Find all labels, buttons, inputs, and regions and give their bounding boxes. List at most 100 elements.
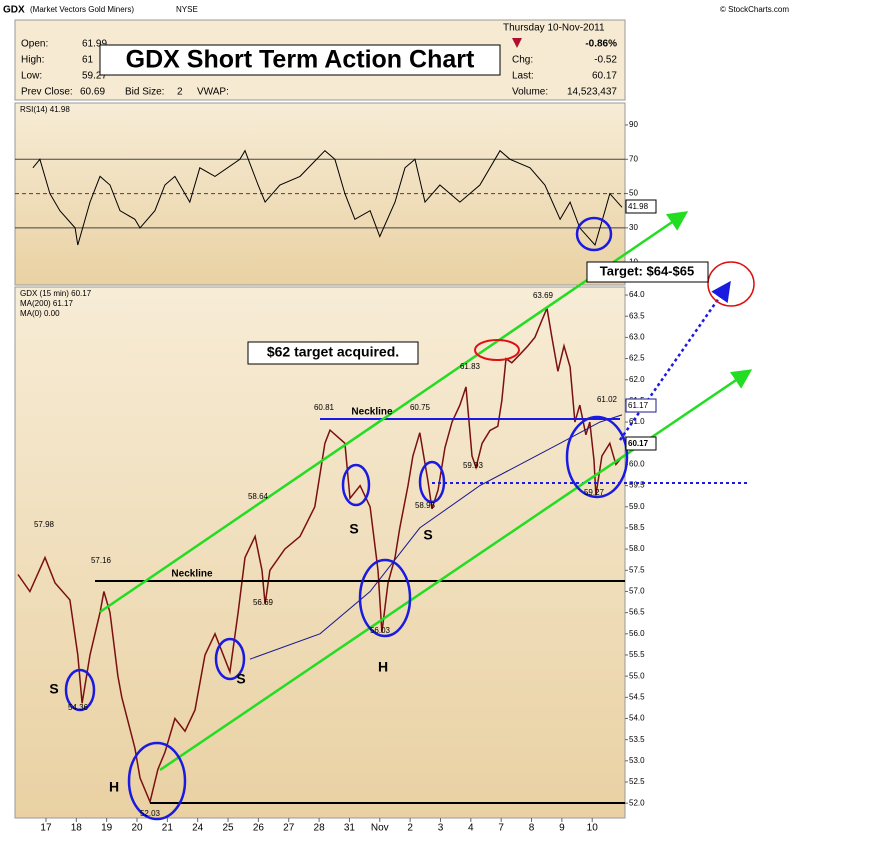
price-note: 63.69 — [533, 291, 554, 300]
source: © StockCharts.com — [720, 5, 789, 14]
change-pct: -0.86% — [585, 39, 617, 50]
y-tick-label: 57.5 — [629, 565, 645, 574]
x-tick-label: 3 — [438, 823, 444, 834]
value: 61.99 — [82, 39, 107, 50]
last-label: 41.98 — [628, 202, 649, 211]
y-tick-label: 55.0 — [629, 671, 645, 680]
value: 14,523,437 — [567, 87, 617, 98]
x-tick-label: 2 — [407, 823, 413, 834]
name: (Market Vectors Gold Miners) — [30, 5, 134, 14]
x-tick-label: 8 — [529, 823, 535, 834]
title-box — [99, 44, 501, 76]
x-tick-label: 28 — [314, 823, 326, 834]
note: $62 target acquired. — [267, 344, 399, 360]
y-tick-label: 58.0 — [629, 544, 645, 553]
circle — [358, 558, 412, 638]
exchange: NYSE — [176, 5, 198, 14]
pattern-label: S — [423, 527, 432, 543]
y-tick-label: 53.5 — [629, 735, 645, 744]
y-tick-label: 57.0 — [629, 587, 645, 596]
price-note: 59.93 — [463, 461, 484, 470]
y-tick-label: 58.5 — [629, 523, 645, 532]
circle — [214, 637, 246, 681]
plot: 17 18 19 20 21 24 25 26 27 28 31 Nov 2 3 4 7 8 9 10 52.0 52.… — [15, 120, 645, 834]
label: Last: — [512, 71, 534, 82]
x-tick-label: 26 — [253, 823, 265, 834]
pattern-label: S — [349, 521, 358, 537]
circle — [64, 668, 96, 712]
y-tick-label: 30 — [629, 223, 638, 232]
price-note: 52.03 — [140, 809, 161, 818]
pattern-label: H — [109, 779, 119, 795]
pattern-label: S — [236, 671, 245, 687]
price-note: 60.81 — [314, 403, 335, 412]
x-tick-label: 4 — [468, 823, 474, 834]
dotted-arrow — [618, 280, 731, 441]
neckline-label: Neckline — [171, 569, 213, 580]
y-tick-label: 53.0 — [629, 756, 645, 765]
label: VWAP: — [197, 87, 229, 98]
circle — [575, 216, 613, 252]
x-tick-label: 21 — [162, 823, 174, 834]
price-note: 54.36 — [68, 703, 89, 712]
last-box — [625, 436, 657, 451]
circle — [474, 339, 520, 361]
x-tick-label: 9 — [559, 823, 565, 834]
chart-title: GDX Short Term Action Chart — [126, 46, 475, 74]
neckline-label: Neckline — [351, 407, 393, 418]
pattern-label: S — [49, 681, 58, 697]
y-tick-label: 59.0 — [629, 502, 645, 511]
price-note: 57.16 — [91, 556, 112, 565]
price-note: 58.95 — [415, 501, 436, 510]
x-tick-label: 18 — [71, 823, 83, 834]
value: 60.17 — [592, 71, 617, 82]
y-tick-label: 54.5 — [629, 692, 645, 701]
y-tick-label: 54.0 — [629, 714, 645, 723]
x-tick-label: 20 — [131, 823, 143, 834]
price-note: 61.83 — [460, 362, 481, 371]
series-line — [249, 414, 623, 660]
y-tick-label: 56.5 — [629, 608, 645, 617]
x-tick-label: 17 — [40, 823, 52, 834]
y-tick-label: 64.0 — [629, 290, 645, 299]
circle — [127, 741, 187, 821]
price-note: 59.27 — [584, 488, 605, 497]
x-tick-label: Nov — [371, 823, 389, 834]
price-note: 56.03 — [370, 626, 391, 635]
note-box — [247, 341, 419, 365]
price-note: 56.69 — [253, 598, 274, 607]
x-tick-label: 10 — [587, 823, 599, 834]
pattern-label: H — [378, 659, 388, 675]
label: High: — [21, 55, 44, 66]
circle — [707, 261, 755, 307]
price-panel — [14, 286, 626, 819]
y-tick-label: 62.0 — [629, 375, 645, 384]
price-note: 58.64 — [248, 492, 269, 501]
label: Prev Close: — [21, 87, 73, 98]
rsi-line — [32, 149, 623, 247]
legend-entry: MA(0) 0.00 — [20, 309, 60, 318]
note-box — [586, 261, 709, 283]
last-box — [625, 199, 657, 214]
last-box — [625, 398, 657, 413]
label: Low: — [21, 71, 42, 82]
value: 59.27 — [82, 71, 107, 82]
last-label: 61.17 — [628, 401, 649, 410]
y-tick-label: 50 — [629, 189, 638, 198]
value: -0.52 — [594, 55, 617, 66]
label: Volume: — [512, 87, 548, 98]
x-tick-label: 27 — [283, 823, 295, 834]
legend-entry: MA(200) 61.17 — [20, 299, 73, 308]
value: 60.69 — [80, 87, 105, 98]
y-tick-label: 52.5 — [629, 777, 645, 786]
circle — [565, 415, 629, 499]
y-tick-label: 52.0 — [629, 798, 645, 807]
note: Target: $64-$65 — [600, 263, 694, 278]
price-note: 61.02 — [597, 395, 618, 404]
down-arrow — [512, 38, 522, 48]
y-tick-label: 60.0 — [629, 460, 645, 469]
y-tick-label: 62.5 — [629, 354, 645, 363]
y-tick-label: 70 — [629, 154, 638, 163]
circle — [418, 460, 446, 504]
